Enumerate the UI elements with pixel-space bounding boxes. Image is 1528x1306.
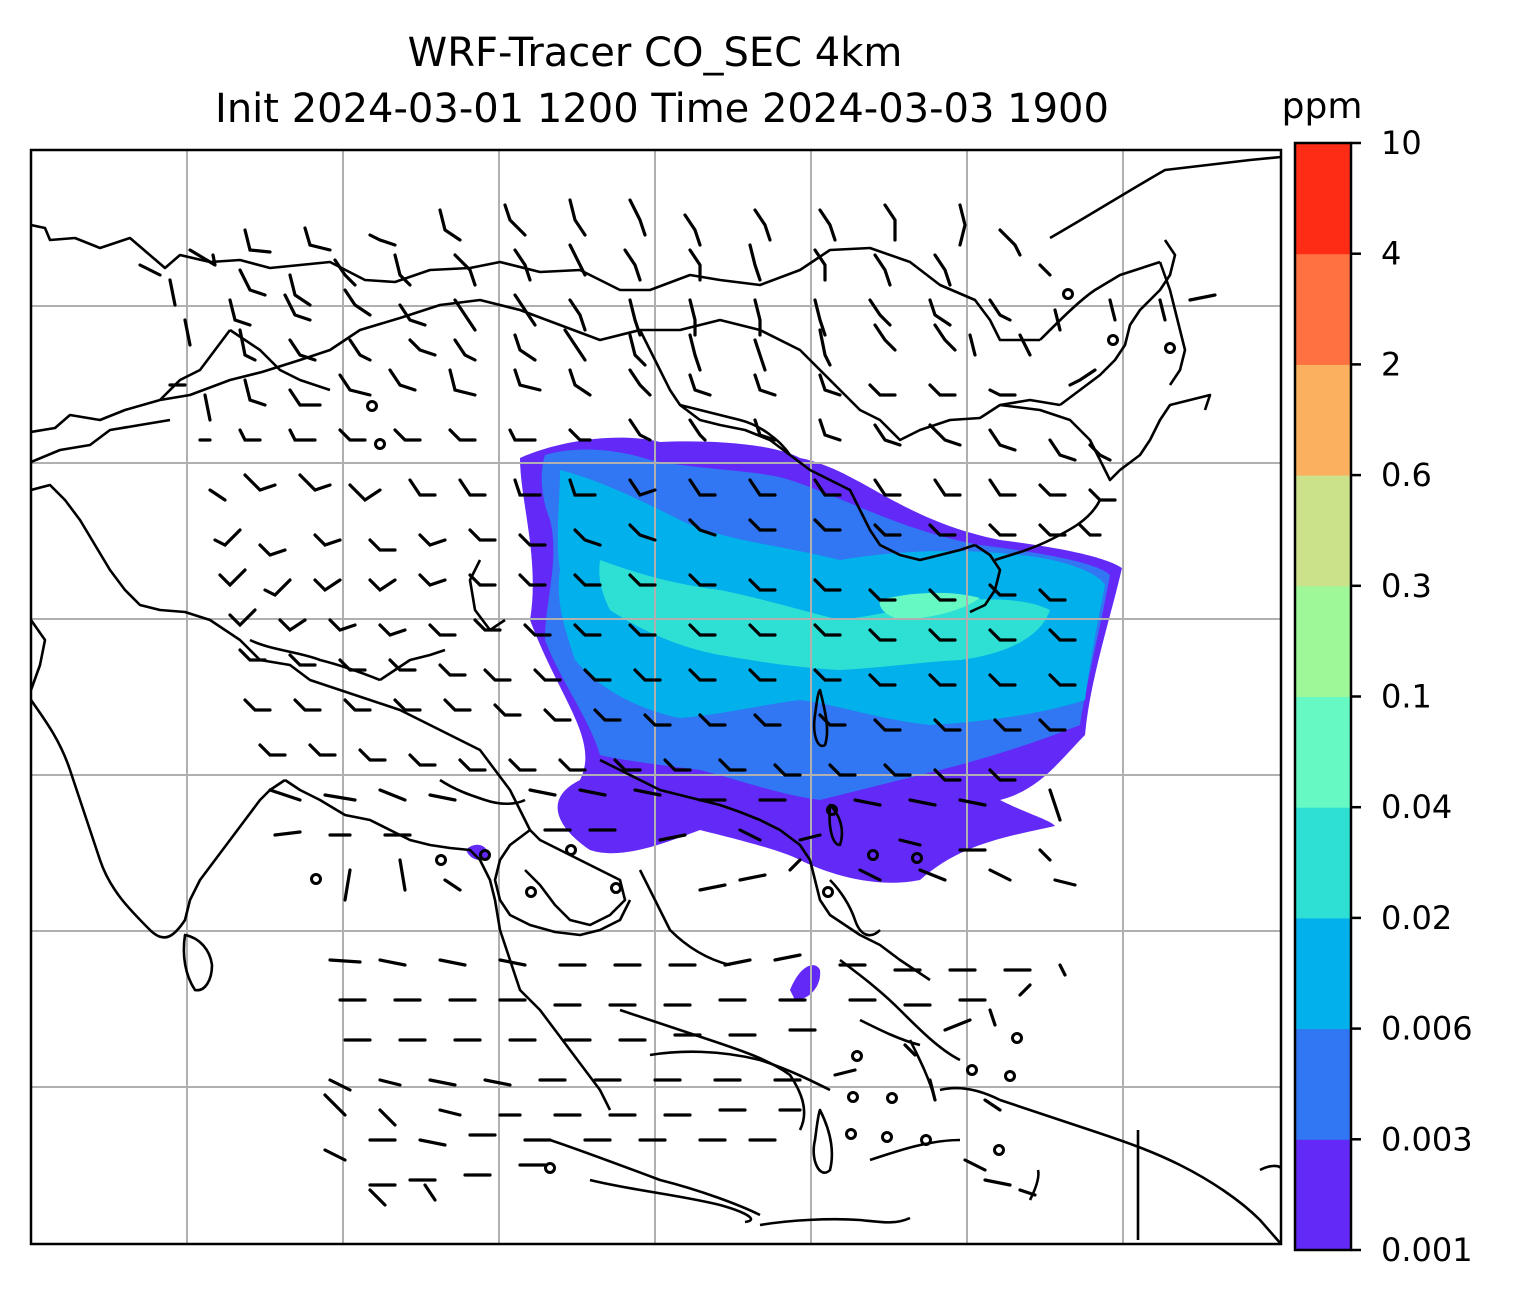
colorbar-unit-label: ppm: [1282, 86, 1363, 127]
tracer-level-0.006: [557, 470, 1105, 725]
map-frame: [29, 148, 1283, 1246]
tracer-level-0.02: [599, 560, 1050, 670]
colorbar-segment-4-10: [1295, 143, 1351, 255]
colorbar-segments: [1295, 143, 1351, 1251]
colorbar-ticks: 0.001 0.003 0.006 0.02 0.04 0.1 0.3 0.6 2 4 10: [1351, 124, 1473, 1269]
colorbar-segment-0.001-0.003: [1295, 1139, 1351, 1251]
colorbar-tick-label: 0.003: [1381, 1120, 1473, 1158]
colorbar: ppm 0.001 0.003 0.006 0.02 0.04 0.1 0.3 0.6 2 4 10: [1282, 86, 1473, 1269]
tracer-level-0.001-patch: [790, 965, 821, 1000]
colorbar-segment-0.6-2: [1295, 364, 1351, 476]
colorbar-tick-label: 0.02: [1381, 899, 1452, 937]
map-title-line-2: Init 2024-03-01 1200 Time 2024-03-03 190…: [215, 86, 1109, 132]
coastlines: [31, 155, 1281, 1244]
colorbar-tick-label: 0.6: [1381, 456, 1432, 494]
colorbar-tick-label: 2: [1381, 345, 1401, 383]
colorbar-tick-label: 10: [1381, 124, 1422, 162]
colorbar-segment-0.003-0.006: [1295, 1028, 1351, 1140]
colorbar-tick-label: 0.3: [1381, 567, 1432, 605]
colorbar-segment-0.006-0.02: [1295, 917, 1351, 1030]
wind-barbs: [138, 198, 1217, 1207]
colorbar-segment-2-4: [1295, 253, 1351, 365]
map-title-line-1: WRF-Tracer CO_SEC 4km: [408, 30, 903, 76]
colorbar-tick-label: 0.006: [1381, 1010, 1473, 1048]
colorbar-segment-0.1-0.3: [1295, 585, 1351, 697]
tracer-level-0.001-patch: [466, 844, 489, 860]
colorbar-segment-0.3-0.6: [1295, 475, 1351, 587]
colorbar-tick-label: 0.001: [1381, 1231, 1473, 1269]
calm-wind-markers: [310, 288, 1176, 1174]
map-panel: [29, 148, 1283, 1246]
colorbar-tick-label: 4: [1381, 235, 1401, 273]
colorbar-segment-0.04-0.1: [1295, 696, 1351, 808]
colorbar-segment-0.02-0.04: [1295, 807, 1351, 919]
colorbar-tick-label: 0.1: [1381, 678, 1432, 716]
colorbar-frame: [1293, 141, 1353, 1252]
colorbar-tick-label: 0.04: [1381, 788, 1452, 826]
